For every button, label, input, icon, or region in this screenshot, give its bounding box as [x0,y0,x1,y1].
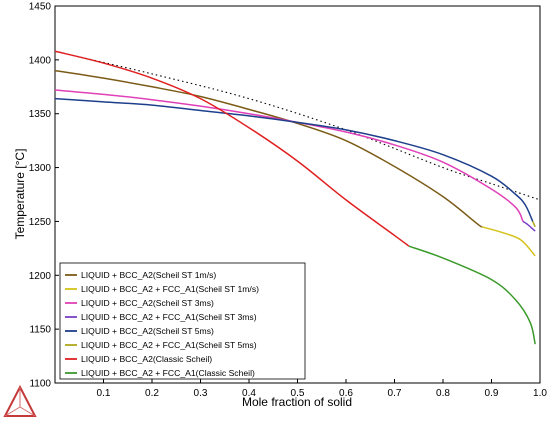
x-tick-label: 0.6 [339,388,353,399]
y-tick-label: 1350 [29,109,52,120]
x-tick-label: 0.3 [194,388,208,399]
legend-label: LIQUID + BCC_A2(Scheil ST 5ms) [81,326,214,336]
series-lines [54,50,541,345]
y-tick-label: 1400 [29,55,52,66]
series-line [54,97,534,222]
x-tick-label: 0.9 [485,388,499,399]
legend-label: LIQUID + BCC_A2 + FCC_A1(Scheil ST 3ms) [81,312,257,322]
x-tick-label: 1.0 [533,388,547,399]
series-line [54,69,483,228]
legend-label: LIQUID + BCC_A2(Classic Scheil) [81,354,212,364]
y-tick-label: 1150 [29,325,51,336]
y-tick-label: 1200 [29,271,52,282]
y-tick-label: 1100 [29,379,51,390]
legend-label: LIQUID + BCC_A2(Scheil ST 1m/s) [81,270,216,280]
series-line [54,50,410,247]
x-tick-label: 0.5 [291,388,305,399]
app-logo [3,384,37,417]
logo-line-c [19,406,36,417]
y-axis-title: Temperature [°C] [13,149,27,240]
legend-label: LIQUID + BCC_A2 + FCC_A1(Scheil ST 1m/s) [81,284,259,294]
logo-line-b [4,406,21,417]
x-axis-title: Mole fraction of solid [242,395,352,409]
legend-label: LIQUID + BCC_A2 + FCC_A1(Scheil ST 5ms) [81,340,257,350]
x-tick-label: 0.4 [242,388,256,399]
y-tick-label: 1300 [29,163,52,174]
x-tick-label: 0.1 [97,388,111,399]
logo-triangle-outer [3,384,37,417]
legend: LIQUID + BCC_A2(Scheil ST 1m/s) LIQUID + … [59,262,306,380]
series-line [481,226,536,257]
y-tick-label: 1250 [29,217,52,228]
reference-dotted-line [54,50,541,201]
y-axis-ticks: 1100 1150 1200 1250 1300 1350 1400 1450 [29,2,59,390]
series-line [522,220,536,232]
series-line [408,245,536,345]
legend-label: LIQUID + BCC_A2 + FCC_A1(Classic Scheil) [81,368,255,378]
legend-box [59,262,306,380]
series-line [54,89,524,222]
legend-label: LIQUID + BCC_A2(Scheil ST 3ms) [81,298,214,308]
x-tick-label: 0.2 [145,388,159,399]
x-tick-label: 0.8 [436,388,450,399]
series-line [532,221,536,228]
x-tick-label: 0.7 [388,388,402,399]
x-axis-ticks: 0.1 0.2 0.3 0.4 0.5 0.6 0.7 0.8 0.9 1.0 [97,379,547,399]
y-tick-label: 1450 [29,2,52,13]
